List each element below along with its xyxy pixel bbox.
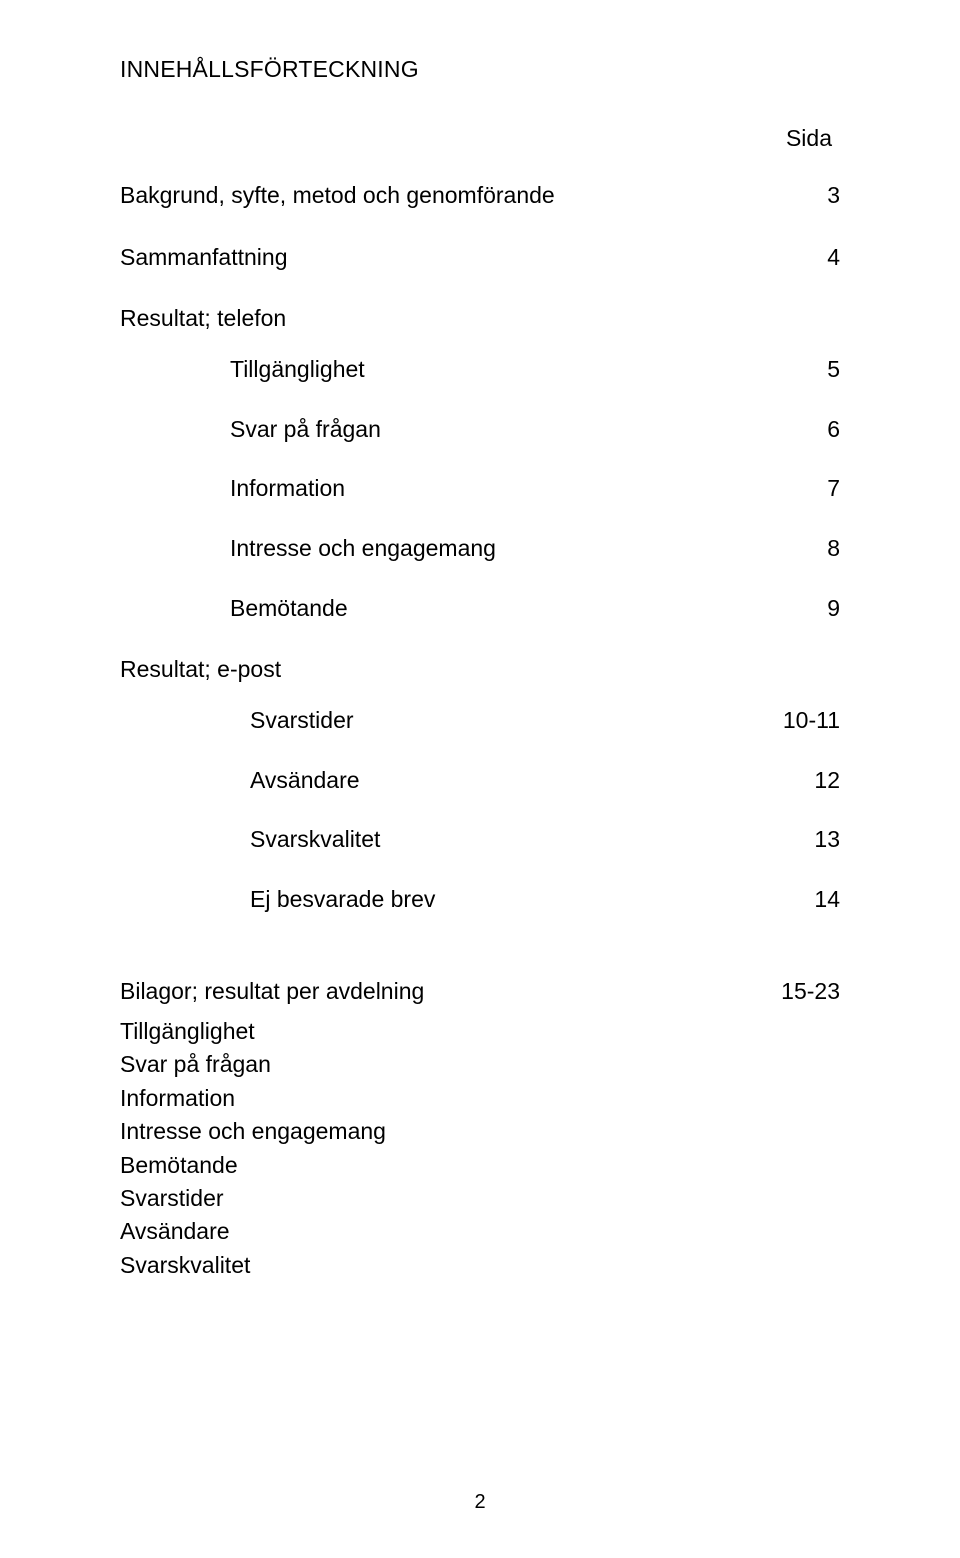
toc-entry-label: Intresse och engagemang bbox=[230, 535, 760, 563]
toc-entry: Bilagor; resultat per avdelning 15-23 bbox=[120, 978, 840, 1006]
toc-entry-label: Ej besvarade brev bbox=[250, 886, 760, 914]
toc-entry-page: 3 bbox=[760, 182, 840, 210]
toc-entry-label: Bakgrund, syfte, metod och genomförande bbox=[120, 182, 760, 210]
toc-entry: Svar på frågan 6 bbox=[120, 416, 840, 444]
appendix-item: Svar på frågan bbox=[120, 1048, 840, 1081]
appendix-item: Intresse och engagemang bbox=[120, 1115, 840, 1148]
toc-entry: Intresse och engagemang 8 bbox=[120, 535, 840, 563]
appendix-page: 15-23 bbox=[760, 978, 840, 1006]
toc-entry-page: 4 bbox=[760, 244, 840, 272]
toc-entry-page: 5 bbox=[760, 356, 840, 384]
toc-title: INNEHÅLLSFÖRTECKNING bbox=[120, 56, 840, 83]
toc-entry-label: Sammanfattning bbox=[120, 244, 760, 272]
appendix-list: Tillgänglighet Svar på frågan Informatio… bbox=[120, 1015, 840, 1282]
appendix-heading: Bilagor; resultat per avdelning bbox=[120, 978, 760, 1006]
toc-section-heading-epost: Resultat; e-post bbox=[120, 656, 840, 683]
toc-entry-label: Information bbox=[230, 475, 760, 503]
toc-entry: Svarskvalitet 13 bbox=[120, 826, 840, 854]
toc-entry-page: 6 bbox=[760, 416, 840, 444]
toc-entry: Tillgänglighet 5 bbox=[120, 356, 840, 384]
toc-entry-page: 12 bbox=[760, 767, 840, 795]
appendix-item: Bemötande bbox=[120, 1149, 840, 1182]
toc-entry: Bemötande 9 bbox=[120, 595, 840, 623]
toc-entry-page: 8 bbox=[760, 535, 840, 563]
toc-entry-label: Svarstider bbox=[250, 707, 760, 735]
appendix-block: Bilagor; resultat per avdelning 15-23 Ti… bbox=[120, 978, 840, 1282]
toc-entry-label: Bemötande bbox=[230, 595, 760, 623]
appendix-item: Information bbox=[120, 1082, 840, 1115]
toc-entry-page: 10-11 bbox=[760, 707, 840, 735]
appendix-item: Tillgänglighet bbox=[120, 1015, 840, 1048]
toc-entry-page: 13 bbox=[760, 826, 840, 854]
toc-entry: Sammanfattning 4 bbox=[120, 244, 840, 272]
toc-entry: Avsändare 12 bbox=[120, 767, 840, 795]
toc-entry: Bakgrund, syfte, metod och genomförande … bbox=[120, 182, 840, 210]
appendix-item: Svarskvalitet bbox=[120, 1249, 840, 1282]
toc-entry-label: Svarskvalitet bbox=[250, 826, 760, 854]
toc-section-heading-telefon: Resultat; telefon bbox=[120, 305, 840, 332]
toc-entry-page: 7 bbox=[760, 475, 840, 503]
toc-entry-page: 14 bbox=[760, 886, 840, 914]
document-page: INNEHÅLLSFÖRTECKNING Sida Bakgrund, syft… bbox=[0, 0, 960, 1558]
appendix-item: Svarstider bbox=[120, 1182, 840, 1215]
appendix-item: Avsändare bbox=[120, 1215, 840, 1248]
toc-entry-label: Tillgänglighet bbox=[230, 356, 760, 384]
toc-entry: Information 7 bbox=[120, 475, 840, 503]
toc-entry-page: 9 bbox=[760, 595, 840, 623]
toc-entry-label: Svar på frågan bbox=[230, 416, 760, 444]
page-number: 2 bbox=[0, 1491, 960, 1514]
toc-entry: Svarstider 10-11 bbox=[120, 707, 840, 735]
toc-entry-label: Avsändare bbox=[250, 767, 760, 795]
page-column-header: Sida bbox=[120, 125, 840, 152]
toc-entry: Ej besvarade brev 14 bbox=[120, 886, 840, 914]
